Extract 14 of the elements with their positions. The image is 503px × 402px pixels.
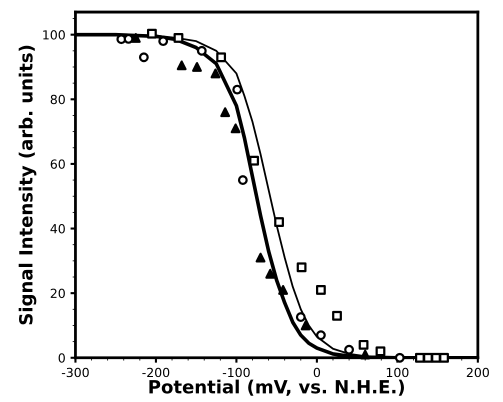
x-tick-label: -300 bbox=[62, 368, 89, 378]
x-axis-title: Potential (mV, vs. N.H.E.) bbox=[149, 380, 404, 396]
y-tick-label: 80 bbox=[50, 94, 65, 104]
y-axis-title: Signal Intensity (arb. units) bbox=[18, 46, 36, 324]
x-tick-label: 100 bbox=[386, 368, 408, 378]
x-tick-label: 200 bbox=[466, 368, 489, 378]
y-tick-label: 100 bbox=[43, 30, 65, 40]
x-tick-label: -200 bbox=[142, 368, 170, 378]
y-tick-label: 60 bbox=[50, 159, 65, 169]
x-tick-label: -100 bbox=[222, 368, 250, 378]
y-tick-label: 0 bbox=[58, 353, 65, 363]
x-tick-label: 0 bbox=[314, 368, 320, 378]
y-tick-label: 20 bbox=[50, 288, 65, 298]
y-tick-label: 40 bbox=[50, 224, 65, 234]
